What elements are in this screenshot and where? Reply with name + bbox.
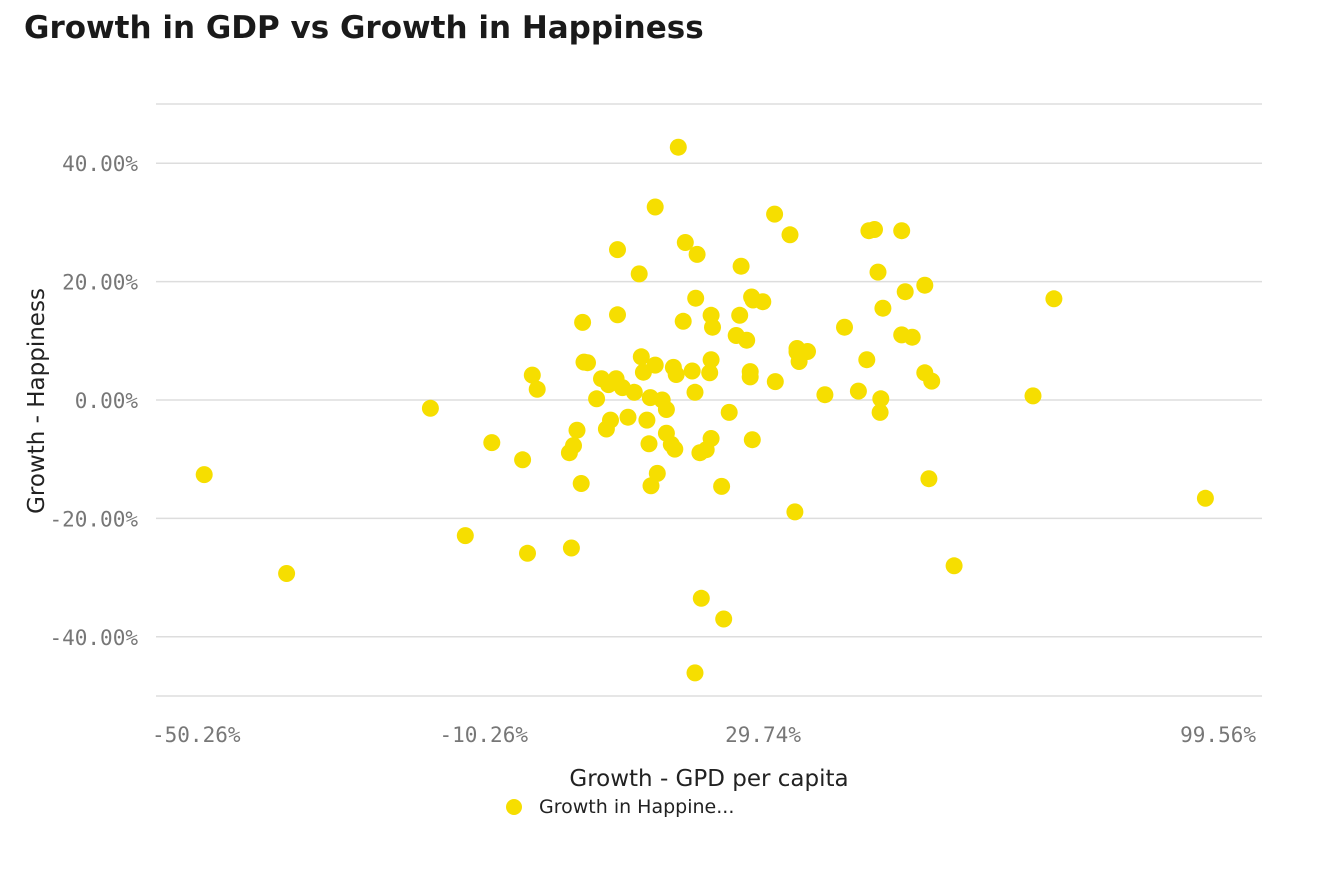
data-point[interactable] xyxy=(920,470,938,488)
data-point[interactable] xyxy=(632,348,650,366)
data-point[interactable] xyxy=(916,276,934,294)
data-point[interactable] xyxy=(565,437,582,455)
data-point[interactable] xyxy=(669,138,687,156)
data-point[interactable] xyxy=(666,440,684,458)
data-point[interactable] xyxy=(602,411,619,429)
legend-marker-icon xyxy=(506,799,522,815)
data-point[interactable] xyxy=(676,234,694,251)
data-point[interactable] xyxy=(519,544,536,562)
y-tick-label: 20.00% xyxy=(62,271,138,295)
data-point[interactable] xyxy=(588,390,606,408)
data-point[interactable] xyxy=(702,351,720,369)
data-point[interactable] xyxy=(648,464,666,482)
x-tick-label: 29.74% xyxy=(725,723,801,747)
data-point[interactable] xyxy=(609,241,626,259)
data-point[interactable] xyxy=(572,475,590,492)
data-point[interactable] xyxy=(849,382,867,400)
data-point[interactable] xyxy=(896,283,914,301)
data-point[interactable] xyxy=(692,589,710,607)
data-point[interactable] xyxy=(625,383,643,401)
data-point[interactable] xyxy=(945,557,963,575)
data-point[interactable] xyxy=(766,373,784,391)
data-point[interactable] xyxy=(836,318,853,336)
data-points xyxy=(195,138,1214,682)
data-point[interactable] xyxy=(1024,387,1042,405)
data-point[interactable] xyxy=(483,434,501,452)
data-point[interactable] xyxy=(799,343,816,360)
data-point[interactable] xyxy=(574,313,592,331)
data-point[interactable] xyxy=(754,293,772,311)
data-point[interactable] xyxy=(1196,489,1214,507)
x-tick-label: -10.26% xyxy=(439,723,528,747)
x-tick-label: -50.26% xyxy=(152,723,241,747)
data-point[interactable] xyxy=(568,421,586,439)
data-point[interactable] xyxy=(743,431,761,449)
data-point[interactable] xyxy=(903,328,921,346)
data-point[interactable] xyxy=(630,265,648,283)
data-point[interactable] xyxy=(195,466,213,484)
data-point[interactable] xyxy=(923,372,941,390)
x-axis-ticks: -50.26% -10.26% 29.74% 99.56% xyxy=(152,723,1256,747)
data-point[interactable] xyxy=(766,205,784,223)
chart-title: Growth in GDP vs Growth in Happiness xyxy=(24,10,704,46)
data-point[interactable] xyxy=(667,366,685,383)
y-tick-label: 40.00% xyxy=(62,152,138,176)
data-point[interactable] xyxy=(871,403,889,421)
y-tick-label: -40.00% xyxy=(49,626,138,650)
data-point[interactable] xyxy=(609,306,626,324)
data-point[interactable] xyxy=(731,306,749,324)
data-point[interactable] xyxy=(732,257,750,275)
data-point[interactable] xyxy=(816,386,834,404)
data-point[interactable] xyxy=(872,390,890,408)
data-point[interactable] xyxy=(874,299,892,317)
x-tick-label: 99.56% xyxy=(1180,723,1256,747)
data-point[interactable] xyxy=(713,477,731,495)
data-point[interactable] xyxy=(514,451,532,469)
data-point[interactable] xyxy=(741,368,759,386)
data-point[interactable] xyxy=(456,527,474,545)
data-point[interactable] xyxy=(421,399,439,417)
data-point[interactable] xyxy=(683,362,701,380)
data-point[interactable] xyxy=(528,380,546,398)
legend[interactable]: Growth in Happine... xyxy=(506,796,734,818)
data-point[interactable] xyxy=(704,318,721,336)
data-point[interactable] xyxy=(866,221,883,238)
data-point[interactable] xyxy=(893,222,911,240)
x-axis-label: Growth - GPD per capita xyxy=(569,766,848,792)
y-tick-label: -20.00% xyxy=(49,507,138,531)
data-point[interactable] xyxy=(701,364,719,382)
data-point[interactable] xyxy=(523,366,541,384)
data-point[interactable] xyxy=(869,263,887,281)
grid-lines xyxy=(156,103,1262,697)
data-point[interactable] xyxy=(738,331,756,349)
data-point[interactable] xyxy=(657,401,675,418)
data-point[interactable] xyxy=(702,430,720,447)
y-axis-ticks: 40.00% 20.00% 0.00% -20.00% -40.00% xyxy=(49,152,138,650)
data-point[interactable] xyxy=(686,383,704,401)
data-point[interactable] xyxy=(781,226,799,244)
data-point[interactable] xyxy=(278,565,296,582)
y-tick-label: 0.00% xyxy=(75,389,139,413)
data-point[interactable] xyxy=(786,503,804,521)
data-point[interactable] xyxy=(1045,290,1063,308)
data-point[interactable] xyxy=(619,408,637,426)
data-point[interactable] xyxy=(562,539,580,557)
y-axis-label: Growth - Happiness xyxy=(24,288,50,514)
data-point[interactable] xyxy=(638,411,656,429)
data-point[interactable] xyxy=(720,403,738,421)
data-point[interactable] xyxy=(715,610,733,628)
data-point[interactable] xyxy=(688,245,706,263)
data-point[interactable] xyxy=(687,289,705,307)
data-point[interactable] xyxy=(686,664,704,682)
data-point[interactable] xyxy=(674,312,692,330)
data-point[interactable] xyxy=(640,435,658,453)
data-point[interactable] xyxy=(579,354,596,372)
data-point[interactable] xyxy=(858,351,876,369)
legend-label: Growth in Happine... xyxy=(539,796,735,818)
data-point[interactable] xyxy=(646,198,664,216)
data-point[interactable] xyxy=(646,356,664,374)
